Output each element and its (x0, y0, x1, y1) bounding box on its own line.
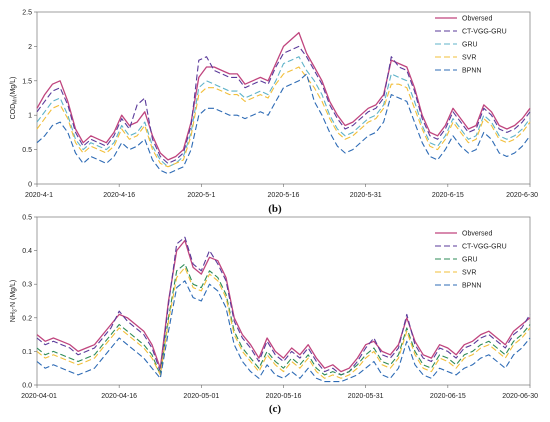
chart-c: 0.0 0.1 0.2 0.3 0.4 0.5 2020-04-01 2020-04-16 20… (10, 215, 538, 416)
x-tick-label: 2020-6-15 (432, 192, 464, 199)
x-tick-label: 2020-5-16 (268, 192, 300, 199)
legend-label: SVR (462, 55, 476, 62)
legend-label: CT-VGG-GRU (462, 244, 507, 251)
plot-frame (36, 11, 531, 185)
x-tick-label: 2020-06-15 (430, 393, 466, 400)
x-tick-label: 2020-5-31 (350, 192, 382, 199)
legend-label: GRU (462, 257, 478, 264)
x-tick-label: 2020-4-1 (25, 192, 53, 199)
series-line-bpnn (36, 280, 531, 383)
y-tick-label: 0.5 (22, 215, 32, 222)
chart-caption: (b) (268, 203, 282, 215)
y-tick-label: 2.5 (22, 10, 32, 17)
legend-label: Obversed (462, 16, 492, 23)
legend-label: Obversed (462, 231, 492, 238)
legend-label: BPNN (462, 283, 481, 290)
x-tick-label: 2020-05-31 (348, 393, 384, 400)
series-line-ct-vgg-gru (36, 45, 531, 164)
x-tick-label: 2020-04-01 (21, 393, 57, 400)
y-tick-label: 1.5 (22, 78, 32, 85)
chart-caption: (c) (269, 403, 282, 415)
y-tick-label: 0.2 (22, 315, 32, 322)
x-tick-label: 2020-06-30 (502, 393, 538, 400)
series-line-gru (36, 263, 531, 376)
series-line-obversed (36, 31, 531, 161)
series-line-bpnn (36, 73, 531, 175)
y-axis-label: CODMn(Mg/L) (10, 77, 19, 120)
series-line-svr (36, 66, 531, 168)
legend-label: BPNN (462, 68, 481, 75)
y-tick-label: 2 (28, 44, 32, 51)
plot-frame (36, 216, 531, 386)
x-tick-label: 2020-05-01 (183, 393, 219, 400)
y-tick-label: 0.4 (22, 248, 32, 255)
series-line-svr (36, 266, 531, 379)
legend: Obversed CT-VGG-GRU GRU SVR BPNN (435, 16, 507, 75)
y-axis-label: NH3-N (Mg/L) (10, 280, 19, 322)
legend-label: SVR (462, 270, 476, 277)
series-line-obversed (36, 239, 531, 373)
legend-label: GRU (462, 42, 478, 49)
x-tick-label: 2020-5-1 (187, 192, 215, 199)
legend: Obversed CT-VGG-GRU GRU SVR BPNN (435, 231, 507, 290)
series-line-gru (36, 56, 531, 168)
y-tick-label: 0.1 (22, 349, 32, 356)
y-tick-label: 0.0 (22, 383, 32, 390)
series-line-ct-vgg-gru (36, 236, 531, 376)
x-tick-label: 2020-4-16 (103, 192, 135, 199)
x-tick-label: 2020-04-16 (101, 393, 137, 400)
chart-b: 0 0.5 1 1.5 2 2.5 2020-4-1 2020-4-16 2020-5-1 202… (10, 10, 538, 216)
y-tick-label: 0.3 (22, 282, 32, 289)
x-tick-label: 2020-05-16 (266, 393, 302, 400)
y-tick-label: 0.5 (22, 147, 32, 154)
x-tick-label: 2020-6-30 (506, 192, 538, 199)
legend-label: CT-VGG-GRU (462, 29, 507, 36)
y-tick-label: 1 (28, 113, 32, 120)
y-tick-label: 0 (28, 182, 32, 189)
